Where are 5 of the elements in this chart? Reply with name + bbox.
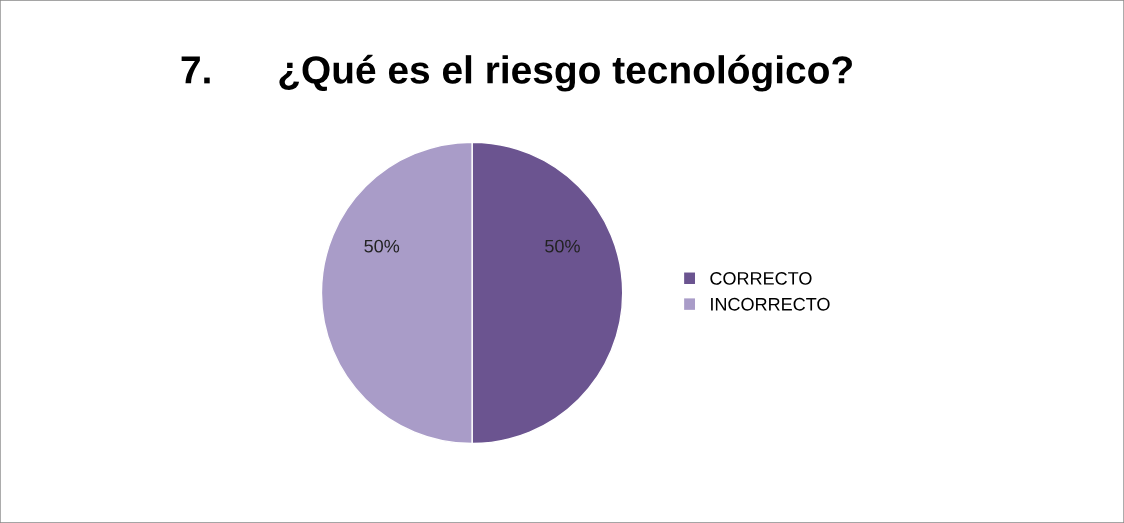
data-label: 50% [364,239,400,253]
data-label: 50% [545,239,580,253]
chart-title: 7. ¿Qué es el riesgo tecnológico? [181,54,852,92]
legend-label: INCORRECTO [711,297,830,311]
legend-label: CORRECTO [710,272,812,285]
